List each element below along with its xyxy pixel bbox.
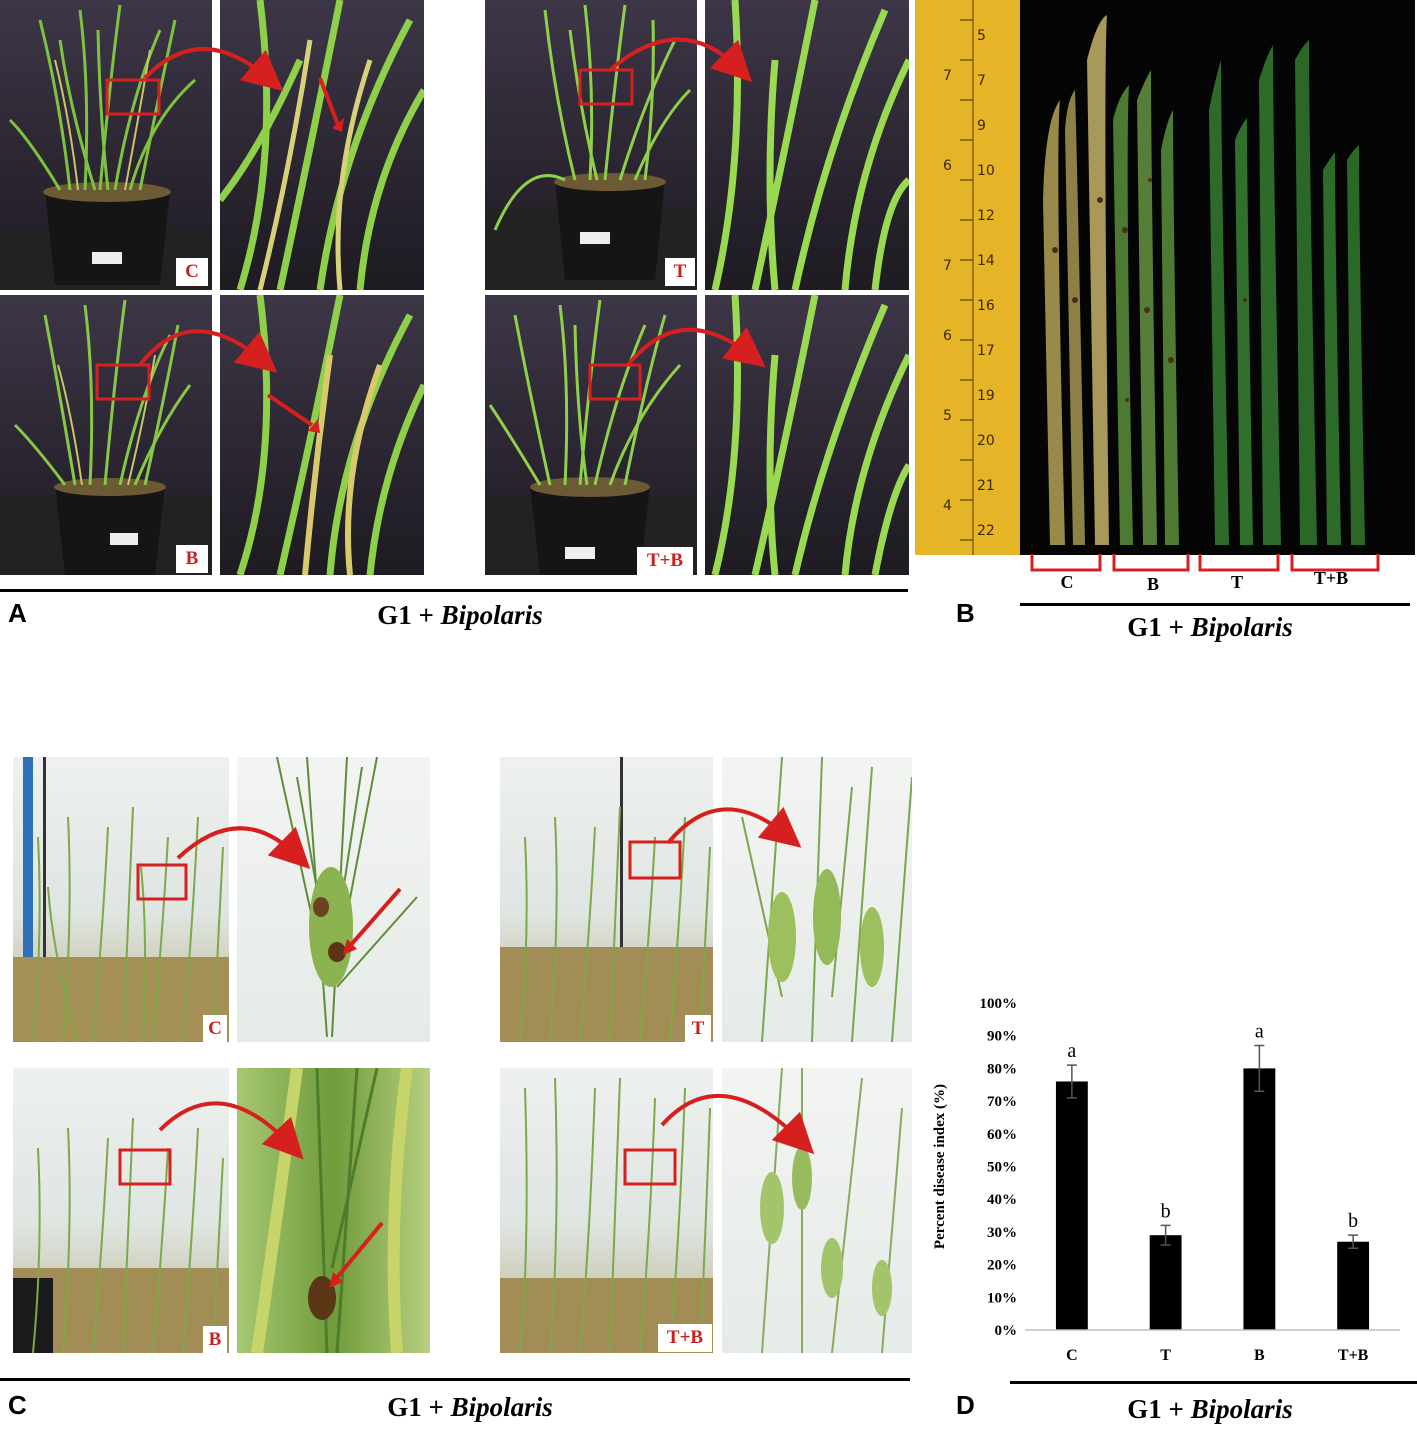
panel-caption: G1 + Bipolaris xyxy=(1127,1394,1293,1424)
svg-text:10: 10 xyxy=(977,163,995,179)
svg-text:22: 22 xyxy=(977,523,995,539)
significance-letter: b xyxy=(1161,1200,1171,1222)
x-tick-label: C xyxy=(1066,1347,1078,1364)
y-tick-label: 30% xyxy=(987,1225,1017,1241)
bar xyxy=(1149,1235,1182,1330)
svg-text:7: 7 xyxy=(977,73,986,89)
panel-rule xyxy=(1010,1381,1417,1384)
panel-caption: G1 + Bipolaris xyxy=(377,600,543,630)
disease-index-chart: 0% 10% 20% 30% 40% 50% 60% 70% 80% 90% 100% a b a b C… xyxy=(932,996,1400,1364)
panel-rule xyxy=(1020,603,1410,606)
wheat-field-image xyxy=(13,757,229,1042)
group-label: C xyxy=(1060,572,1074,592)
significance-letter: a xyxy=(1067,1040,1076,1062)
significance-letter: b xyxy=(1348,1210,1358,1232)
y-tick-label: 100% xyxy=(980,996,1018,1012)
wheat-spike-image xyxy=(251,1068,413,1353)
group-label: T xyxy=(1230,572,1243,592)
photo-c-tb-field: T+B xyxy=(500,1068,713,1353)
svg-text:6: 6 xyxy=(943,158,952,174)
x-tick-label: T+B xyxy=(1338,1347,1369,1364)
y-tick-label: 70% xyxy=(987,1094,1017,1110)
y-tick-label: 40% xyxy=(987,1192,1017,1208)
leaf-zoom-image xyxy=(220,0,424,290)
group-brackets xyxy=(1030,554,1380,572)
svg-text:14: 14 xyxy=(977,253,995,269)
y-tick-label: 90% xyxy=(987,1029,1017,1045)
svg-text:9: 9 xyxy=(977,118,986,134)
plant-pot-image xyxy=(485,4,697,290)
svg-text:20: 20 xyxy=(977,433,995,449)
treatment-label: C xyxy=(203,1015,227,1042)
photo-c-t-field: T xyxy=(500,757,713,1042)
panel-letter: D xyxy=(956,1390,975,1420)
zoom-arrows xyxy=(158,806,815,1160)
bar xyxy=(1337,1241,1370,1330)
group-label: T+B xyxy=(1313,568,1349,588)
panel-rule xyxy=(0,589,908,592)
group-label: B xyxy=(1146,574,1159,594)
treatment-label: C xyxy=(176,258,208,286)
y-tick-label: 50% xyxy=(987,1160,1017,1176)
photo-a-c-zoom xyxy=(220,0,424,290)
photo-c-b-field: B xyxy=(13,1068,229,1353)
photo-c-b-zoom xyxy=(237,1068,430,1353)
error-bar xyxy=(1160,1224,1171,1246)
y-axis-label: Percent disease index (%) xyxy=(932,1084,948,1249)
svg-text:16: 16 xyxy=(977,298,995,314)
photo-b-leaves: 5 7 9 10 12 14 16 17 19 20 21 22 7 6 7 6 5 4 xyxy=(915,0,1415,555)
photo-a-tb-plant: T+B xyxy=(485,295,697,575)
treatment-label: B xyxy=(203,1326,227,1353)
svg-text:12: 12 xyxy=(977,208,995,224)
wheat-spike-image xyxy=(741,757,912,1042)
y-tick-label: 20% xyxy=(987,1258,1017,1274)
photo-a-tb-zoom xyxy=(705,295,909,575)
panel-letter: C xyxy=(8,1390,27,1420)
panel-letter: B xyxy=(956,598,975,628)
wheat-field-image xyxy=(13,1117,229,1353)
svg-text:7: 7 xyxy=(943,258,952,274)
treatment-label: T+B xyxy=(658,1324,712,1352)
svg-text:6: 6 xyxy=(943,328,952,344)
y-tick-label: 10% xyxy=(987,1290,1017,1306)
svg-text:5: 5 xyxy=(943,408,952,424)
treatment-label: T xyxy=(685,1015,711,1042)
plant-pot-image xyxy=(0,299,212,575)
panel-caption: G1 + Bipolaris xyxy=(387,1392,553,1422)
error-bar xyxy=(1066,1064,1077,1099)
bar xyxy=(1243,1068,1276,1330)
y-tick-label: 60% xyxy=(987,1127,1017,1143)
svg-text:17: 17 xyxy=(977,343,995,359)
significance-letter: a xyxy=(1255,1021,1264,1043)
photo-c-tb-zoom xyxy=(722,1068,912,1353)
treatment-label: B xyxy=(176,545,208,573)
svg-text:5: 5 xyxy=(977,28,986,44)
plant-pot-image xyxy=(485,299,697,575)
wheat-field-image xyxy=(500,757,713,1042)
y-tick-label: 0% xyxy=(995,1323,1018,1339)
panel-rule xyxy=(0,1378,910,1381)
y-tick-label: 80% xyxy=(987,1061,1017,1077)
svg-text:21: 21 xyxy=(977,478,995,494)
panel-caption: G1 + Bipolaris xyxy=(1127,612,1293,642)
svg-text:7: 7 xyxy=(943,68,952,84)
photo-a-t-plant: T xyxy=(485,0,697,290)
svg-text:4: 4 xyxy=(943,498,952,514)
x-tick-label: T xyxy=(1160,1347,1171,1364)
x-tick-label: B xyxy=(1254,1347,1265,1364)
detached-leaves-image: 5 7 9 10 12 14 16 17 19 20 21 22 7 6 7 6 5 4 xyxy=(915,0,1365,555)
zoom-arrows xyxy=(138,37,766,373)
wheat-spike-image xyxy=(760,1068,903,1353)
photo-a-c-plant: C xyxy=(0,0,212,290)
treatment-label: T+B xyxy=(637,547,693,575)
photo-a-b-plant: B xyxy=(0,295,212,575)
photo-c-t-zoom xyxy=(722,757,912,1042)
svg-text:19: 19 xyxy=(977,388,995,404)
treatment-label: T xyxy=(665,258,695,286)
error-bar xyxy=(1254,1044,1265,1093)
panel-letter: A xyxy=(8,598,27,628)
bar xyxy=(1055,1081,1088,1330)
error-bar xyxy=(1348,1234,1359,1249)
photo-c-c-field: C xyxy=(13,757,229,1042)
